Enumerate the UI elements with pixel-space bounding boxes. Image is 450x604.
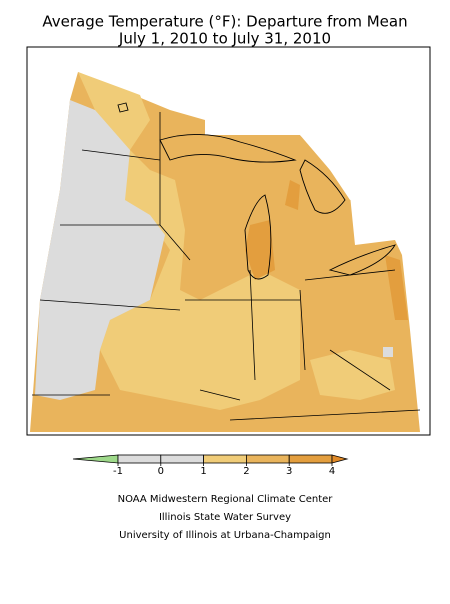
credit: Illinois State Water Survey	[159, 512, 291, 523]
legend-swatch	[160, 454, 205, 464]
legend-swatch	[288, 454, 333, 464]
legend-tick-label: 2	[243, 466, 249, 477]
title: Average Temperature (°F): Departure from…	[42, 13, 407, 31]
legend-swatch	[203, 454, 247, 464]
credit: NOAA Midwestern Regional Climate Center	[118, 494, 334, 505]
map	[26, 46, 431, 436]
departure-area	[245, 220, 275, 280]
departure-area	[385, 255, 408, 320]
subtitle: July 1, 2010 to July 31, 2010	[118, 30, 331, 48]
legend-swatch	[245, 454, 290, 464]
legend-swatch	[331, 454, 349, 464]
legend-tick-label: 1	[200, 466, 206, 477]
departure-area	[383, 347, 393, 357]
legend-tick-label: 3	[286, 466, 292, 477]
legend-swatch	[117, 454, 162, 464]
canada-area	[300, 135, 380, 200]
legend-tick-label: 0	[158, 466, 164, 477]
credit: University of Illinois at Urbana-Champai…	[119, 530, 331, 541]
departure-area	[310, 350, 395, 400]
legend-swatch	[72, 454, 119, 464]
legend: -1 0 1 2 3 4	[72, 454, 349, 477]
legend-tick-label: 4	[329, 466, 335, 477]
legend-tick-label: -1	[113, 466, 123, 477]
departure-area	[35, 100, 165, 400]
departure-area	[285, 180, 300, 210]
